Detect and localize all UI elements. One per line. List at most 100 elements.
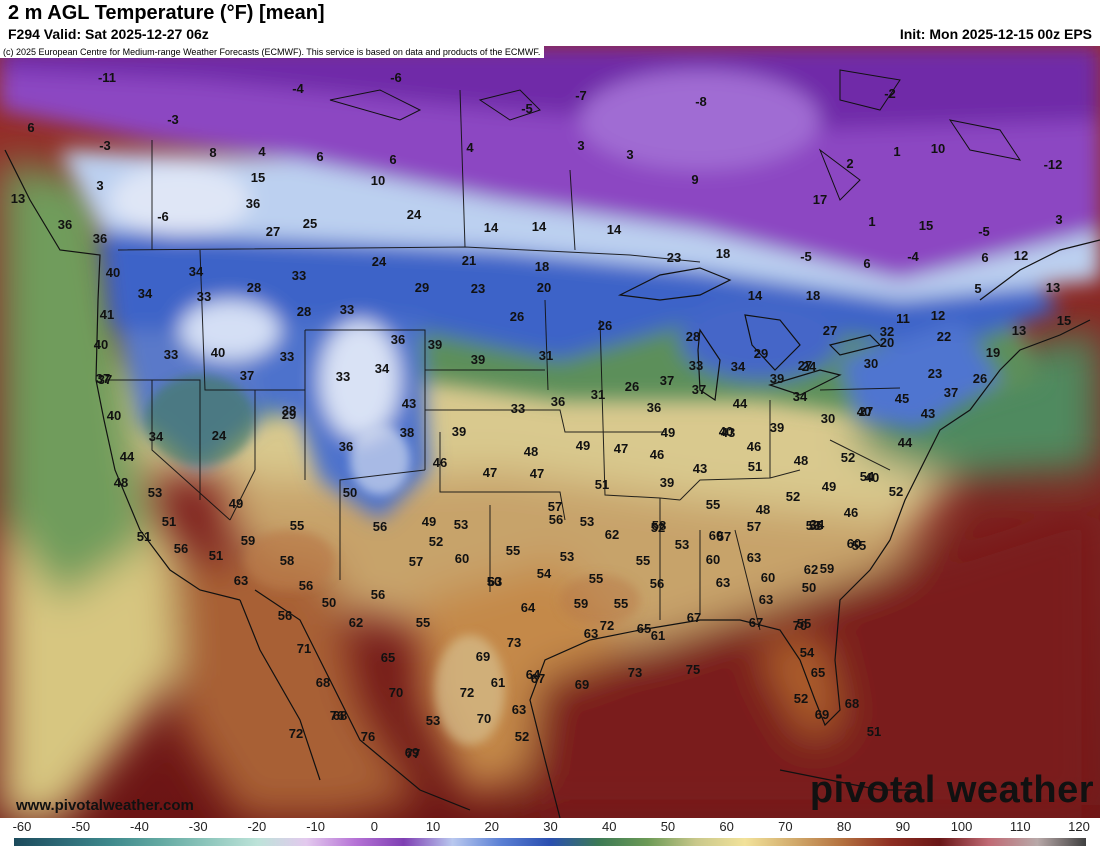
colorbar-strip <box>14 838 1086 846</box>
temperature-label: 37 <box>692 382 706 397</box>
temperature-label: 37 <box>240 368 254 383</box>
watermark-site: www.pivotalweather.com <box>16 797 194 814</box>
temperature-label: 20 <box>537 280 551 295</box>
temperature-label: 12 <box>1014 248 1028 263</box>
temperature-label: 55 <box>506 543 520 558</box>
temperature-label: -4 <box>907 249 919 264</box>
temperature-label: 14 <box>607 222 622 237</box>
temperature-label: -6 <box>157 209 169 224</box>
temperature-label: 59 <box>820 561 834 576</box>
temperature-label: 57 <box>747 519 761 534</box>
temperature-label: 23 <box>667 250 681 265</box>
temperature-label: 60 <box>706 552 720 567</box>
temperature-label: 50 <box>322 595 336 610</box>
colorbar-tick: 120 <box>1068 819 1090 834</box>
temperature-label: 33 <box>340 302 354 317</box>
temperature-label: 50 <box>487 574 501 589</box>
temperature-label: 3 <box>626 147 633 162</box>
temperature-label: 50 <box>802 580 816 595</box>
temperature-label: 69 <box>575 677 589 692</box>
boundaries <box>105 89 901 631</box>
temperature-label: 14 <box>484 220 499 235</box>
temperature-label: 47 <box>614 441 628 456</box>
temperature-label: 44 <box>120 449 135 464</box>
temperature-label: 5 <box>974 281 981 296</box>
temperature-label: 48 <box>756 502 770 517</box>
temperature-label: 6 <box>316 149 323 164</box>
temperature-label: 6 <box>27 120 34 135</box>
temperature-label: 43 <box>921 406 935 421</box>
temperature-label: 48 <box>524 444 538 459</box>
temperature-label: 73 <box>507 635 521 650</box>
temperature-label: 33 <box>511 401 525 416</box>
temperature-label: 27 <box>798 358 812 373</box>
temperature-label: 33 <box>197 289 211 304</box>
temperature-label: 34 <box>731 359 746 374</box>
temperature-label: 14 <box>748 288 763 303</box>
temperature-label: 58 <box>652 518 666 533</box>
temperature-label: 65 <box>811 665 825 680</box>
great-lakes <box>617 267 882 402</box>
temperature-label: 54 <box>800 645 815 660</box>
temperature-label: 53 <box>148 485 162 500</box>
colorbar: -60 -50 -40 -30 -20 -10 0 10 20 30 40 50 60 70 80 90 100… <box>0 818 1100 850</box>
colorbar-tick: 0 <box>370 819 378 834</box>
colorbar-tick: -60 <box>12 819 32 834</box>
temperature-label: 63 <box>716 575 730 590</box>
temperature-label: 49 <box>576 438 590 453</box>
temperature-label: 60 <box>709 528 723 543</box>
colorbar-tick: 20 <box>484 819 499 834</box>
temperature-label: 67 <box>749 615 763 630</box>
temperature-label: 11 <box>896 311 910 326</box>
temperature-label: -2 <box>884 86 896 101</box>
temperature-label: 64 <box>526 667 541 682</box>
temperature-label: 25 <box>303 216 317 231</box>
temperature-label: 55 <box>852 538 866 553</box>
temperature-label: 19 <box>986 345 1000 360</box>
temperature-label: 23 <box>928 366 942 381</box>
temperature-label: 51 <box>867 724 881 739</box>
temperature-label: 13 <box>1046 280 1060 295</box>
temperature-label: 40 <box>106 265 120 280</box>
temperature-label: 63 <box>488 574 502 589</box>
temperature-label: 56 <box>373 519 387 534</box>
temperature-label: 63 <box>759 592 773 607</box>
temperature-label: 59 <box>241 533 255 548</box>
temperature-label: 61 <box>651 628 665 643</box>
temperature-label: 28 <box>247 280 261 295</box>
header: 2 m AGL Temperature (°F) [mean] F294 Val… <box>0 0 1100 46</box>
temperature-label: 21 <box>462 253 476 268</box>
temperature-label: 24 <box>212 428 227 443</box>
temperature-label: 67 <box>687 610 701 625</box>
colorbar-tick: 40 <box>601 819 617 834</box>
init-time: Init: Mon 2025-12-15 00z EPS <box>899 26 1092 42</box>
temperature-label: 29 <box>754 346 768 361</box>
temperature-label: 37 <box>660 373 674 388</box>
temperature-label: 63 <box>747 550 761 565</box>
temperature-label: 33 <box>280 349 294 364</box>
temperature-label: 43 <box>721 425 735 440</box>
coastlines <box>4 149 1100 818</box>
temperature-label: 55 <box>416 615 430 630</box>
temperature-label: 53 <box>675 537 689 552</box>
temperature-label: 47 <box>483 465 497 480</box>
temperature-label: 67 <box>531 671 545 686</box>
temperature-label: 13 <box>11 191 25 206</box>
temperature-label: 68 <box>316 675 330 690</box>
temperature-label: 6 <box>863 256 870 271</box>
temperature-label: 50 <box>343 485 357 500</box>
colorbar-tick: -30 <box>188 819 208 834</box>
temperature-label: 3 <box>96 178 103 193</box>
temperature-label: 57 <box>717 529 731 544</box>
temperature-label: 70 <box>793 618 807 633</box>
temperature-label: 49 <box>229 496 243 511</box>
temperature-label: 62 <box>605 527 619 542</box>
temperature-label: 56 <box>299 578 313 593</box>
temperature-label: 56 <box>371 587 385 602</box>
temperature-label: 49 <box>822 479 836 494</box>
temperature-map[interactable]: -11 -4 -6 -3 -5 -7 -8 -2 6 -3 8 4 6 6 4 3 3 1 10 -12 3 15 10 9 2… <box>0 46 1100 818</box>
temperature-label: 69 <box>815 707 829 722</box>
copyright-notice: (c) 2025 European Centre for Medium-rang… <box>0 46 545 58</box>
temperature-label: -5 <box>521 101 533 116</box>
